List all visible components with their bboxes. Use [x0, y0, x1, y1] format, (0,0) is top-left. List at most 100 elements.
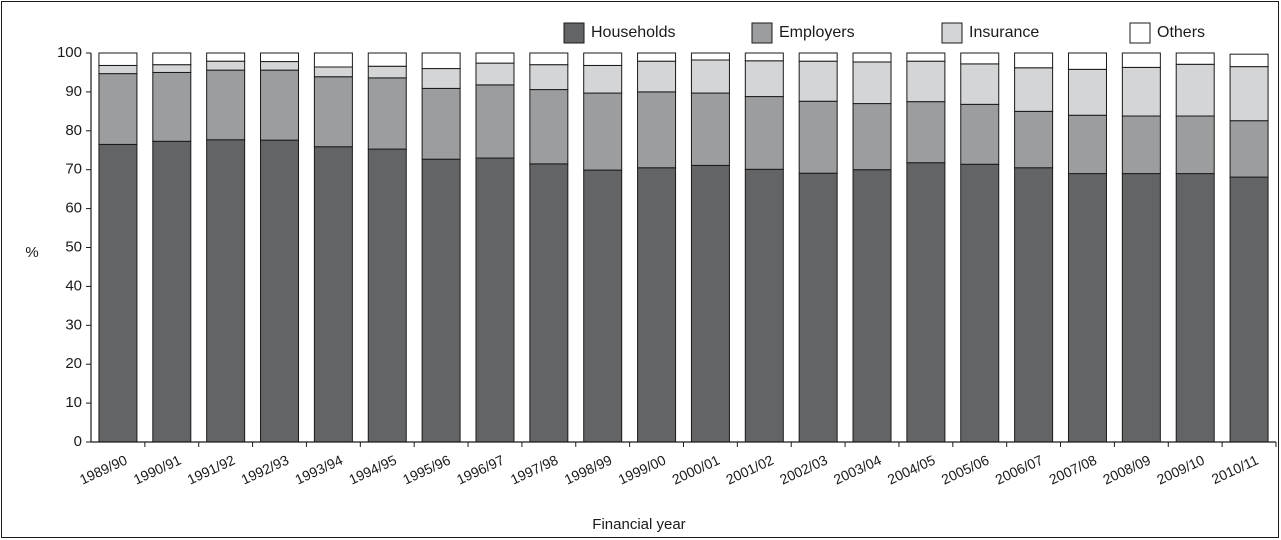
bar-segment-households-2001-02 [744, 168, 784, 443]
bar-segment-employers-1997-98 [529, 89, 569, 165]
bar-segment-employers-2003-04 [852, 103, 892, 171]
x-ticks-layer: 1989/90 1990/91 1991/92 1992/93 1993/94 1994/… [77, 442, 1277, 488]
bar-segment-households-2008-09 [1121, 173, 1161, 443]
bar-segment-others-2009-10 [1175, 52, 1215, 65]
bar-segment-others-1998-99 [583, 52, 623, 66]
bar-segment-others-2010-11 [1229, 53, 1269, 68]
bar-segment-insurance-1989-90 [98, 64, 138, 75]
y-tick-label: 90 [65, 83, 82, 100]
bar-segment-others-2005-06 [960, 52, 1000, 65]
bar-segment-others-1995-96 [421, 52, 461, 70]
bar-segment-households-1991-92 [206, 139, 246, 443]
bar-segment-households-2009-10 [1175, 173, 1215, 443]
x-axis-label: Financial year [592, 516, 685, 533]
bar-segment-households-2002-03 [798, 172, 838, 443]
x-tick-label: 1990/91 [131, 452, 184, 488]
bar-segment-employers-2009-10 [1175, 115, 1215, 175]
bar-segment-employers-1992-93 [260, 69, 300, 141]
y-tick-label: 40 [65, 277, 82, 294]
x-tick-label: 1997/98 [508, 452, 561, 488]
x-tick-label: 2009/10 [1154, 452, 1207, 488]
x-tick-label: 2004/05 [885, 452, 938, 488]
bar-segment-employers-2002-03 [798, 100, 838, 174]
bar-segment-employers-1998-99 [583, 92, 623, 171]
bar-segment-others-2008-09 [1121, 52, 1161, 68]
bar-segment-others-1993-94 [313, 52, 353, 68]
x-tick-label: 1992/93 [239, 452, 292, 488]
x-tick-label: 1993/94 [292, 452, 345, 488]
legend-label-insurance: Insurance [969, 24, 1039, 41]
bar-segment-employers-2008-09 [1121, 115, 1161, 175]
x-tick-label: 2001/02 [723, 452, 776, 488]
bar-segment-insurance-1999-00 [637, 60, 677, 93]
x-tick-label: 1999/00 [616, 452, 669, 488]
bar-segment-insurance-2009-10 [1175, 63, 1215, 117]
bar-segment-others-1994-95 [367, 52, 407, 67]
y-ticks-layer: 0 10 20 30 40 50 60 70 80 90 100 [57, 44, 91, 450]
bar-segment-insurance-1995-96 [421, 68, 461, 89]
bar-segment-households-1997-98 [529, 163, 569, 443]
bar-segment-others-1992-93 [260, 52, 300, 63]
y-tick-label: 100 [57, 44, 82, 61]
bar-segment-households-2010-11 [1229, 176, 1269, 443]
x-tick-label: 1989/90 [77, 452, 130, 488]
y-tick-label: 60 [65, 200, 82, 217]
bar-segment-insurance-2000-01 [690, 59, 730, 94]
y-tick-label: 30 [65, 316, 82, 333]
bars-layer [98, 52, 1269, 443]
bar-segment-households-1996-97 [475, 157, 515, 443]
bar-segment-others-2002-03 [798, 52, 838, 62]
x-tick-label: 1991/92 [185, 452, 238, 488]
bar-segment-households-1994-95 [367, 148, 407, 443]
bar-segment-households-1989-90 [98, 143, 138, 443]
x-tick-label: 2005/06 [939, 452, 992, 488]
x-tick-label: 2000/01 [669, 452, 722, 488]
bar-segment-insurance-1992-93 [260, 61, 300, 71]
y-tick-label: 20 [65, 355, 82, 372]
bar-segment-employers-1994-95 [367, 77, 407, 150]
bar-segment-households-2006-07 [1014, 167, 1054, 443]
bar-segment-others-2001-02 [744, 52, 784, 62]
bar-segment-employers-1991-92 [206, 69, 246, 141]
bar-segment-households-2007-08 [1067, 173, 1107, 443]
bar-segment-employers-1996-97 [475, 84, 515, 159]
y-tick-label: 0 [74, 433, 82, 450]
bar-segment-households-1995-96 [421, 158, 461, 443]
bar-segment-insurance-2005-06 [960, 63, 1000, 105]
bar-segment-others-1999-00 [637, 52, 677, 62]
bar-segment-others-2007-08 [1067, 52, 1107, 70]
bar-segment-households-2004-05 [906, 162, 946, 443]
bar-segment-others-1989-90 [98, 52, 138, 66]
bar-segment-others-1990-91 [152, 52, 192, 66]
x-tick-label: 1998/99 [562, 452, 615, 488]
y-tick-label: 70 [65, 161, 82, 178]
bar-segment-insurance-1993-94 [313, 66, 353, 78]
legend-swatch-households [563, 22, 585, 44]
bar-segment-employers-2007-08 [1067, 114, 1107, 175]
bar-segment-insurance-2008-09 [1121, 66, 1161, 117]
x-tick-label: 2007/08 [1047, 452, 1100, 488]
bar-segment-employers-2006-07 [1014, 110, 1054, 169]
bar-segment-insurance-2002-03 [798, 60, 838, 102]
bar-segment-others-1996-97 [475, 52, 515, 64]
bar-segment-others-2003-04 [852, 52, 892, 63]
bar-segment-households-2003-04 [852, 169, 892, 443]
bar-segment-insurance-2010-11 [1229, 66, 1269, 122]
x-tick-label: 1996/97 [454, 452, 507, 488]
x-tick-label: 2003/04 [831, 452, 884, 488]
bar-segment-insurance-2001-02 [744, 60, 784, 98]
y-tick-label: 80 [65, 122, 82, 139]
x-tick-label: 1994/95 [346, 452, 399, 488]
bar-segment-insurance-2004-05 [906, 60, 946, 103]
bar-segment-households-1999-00 [637, 167, 677, 443]
y-tick-label: 50 [65, 238, 82, 255]
bar-segment-insurance-1998-99 [583, 64, 623, 94]
bar-segment-insurance-1994-95 [367, 65, 407, 79]
bar-segment-households-1993-94 [313, 146, 353, 443]
bar-segment-households-2000-01 [690, 164, 730, 443]
x-tick-label: 1995/96 [400, 452, 453, 488]
bar-segment-employers-2004-05 [906, 101, 946, 164]
legend-label-others: Others [1157, 24, 1205, 41]
